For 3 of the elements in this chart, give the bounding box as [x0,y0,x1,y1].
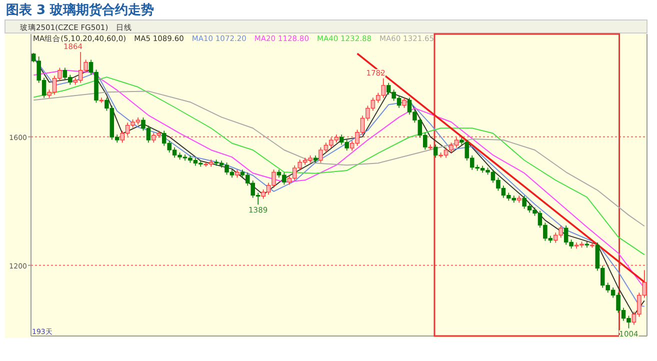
line-series [33,90,645,227]
chart-title: 图表 3 玻璃期货合约走势 [6,2,154,18]
line-series [33,76,645,256]
